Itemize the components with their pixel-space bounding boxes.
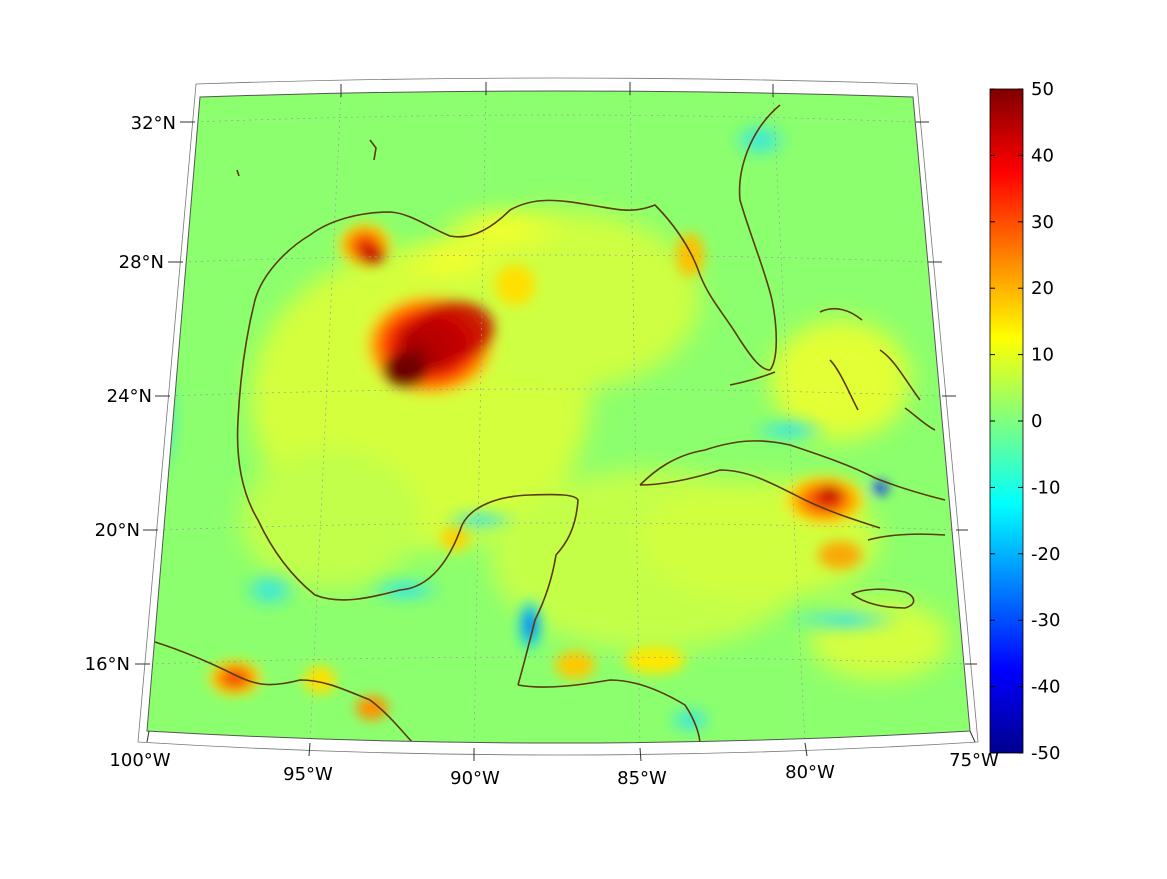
lat-label-32n: 32°N	[131, 113, 176, 134]
longitude-labels: 100°W 95°W 90°W 85°W 80°W 75°W	[109, 750, 999, 789]
lat-label-20n: 20°N	[95, 520, 140, 541]
lon-label-80w: 80°W	[785, 762, 835, 783]
colorbar-tick-label: 0	[1031, 411, 1042, 432]
colorbar-tick-label: 40	[1031, 145, 1054, 166]
lon-label-95w: 95°W	[283, 764, 333, 785]
colorbar-tick-label: 30	[1031, 212, 1054, 233]
colorbar-tick-label: -20	[1031, 544, 1060, 565]
colorbar-tick-label: -40	[1031, 677, 1060, 698]
map-frame	[135, 77, 979, 762]
lon-label-100w: 100°W	[109, 750, 170, 771]
lon-label-90w: 90°W	[450, 768, 500, 789]
coastlines	[154, 104, 946, 743]
colorbar-tick-label: 20	[1031, 278, 1054, 299]
latitude-labels: 32°N 28°N 24°N 20°N 16°N	[85, 113, 176, 675]
lon-label-85w: 85°W	[617, 768, 667, 789]
colorbar-tick-label: 10	[1031, 345, 1054, 366]
colorbar: 50 40 30 20 10 0 -10 -20 -30 -40 -50	[989, 79, 1060, 764]
lon-label-75w: 75°W	[949, 750, 999, 771]
lat-label-28n: 28°N	[119, 252, 164, 273]
lat-label-24n: 24°N	[107, 386, 152, 407]
colorbar-tick-label: -30	[1031, 610, 1060, 631]
graticule	[149, 91, 966, 743]
colorbar-tick-label: -10	[1031, 477, 1060, 498]
colorbar-tick-label: -50	[1031, 743, 1060, 764]
colorbar-tick-label: 50	[1031, 79, 1054, 100]
lat-label-16n: 16°N	[85, 654, 130, 675]
colorbar-gradient	[989, 88, 1024, 754]
data-field	[147, 91, 970, 743]
